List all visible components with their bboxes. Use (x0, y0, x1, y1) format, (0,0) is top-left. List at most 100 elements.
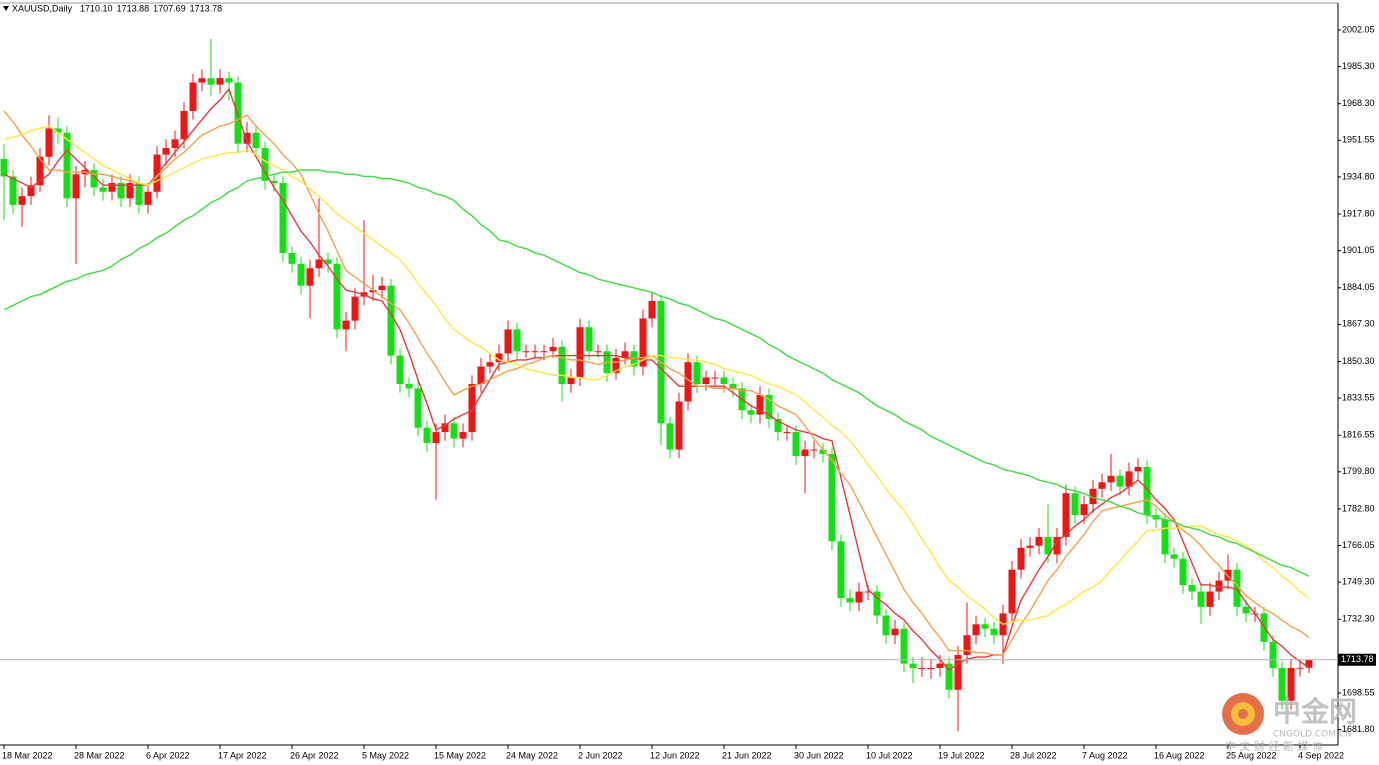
candle-body (1287, 667, 1295, 701)
y-tick-label: 1766.05 (1342, 540, 1375, 550)
candle-body (171, 139, 179, 149)
watermark-slogan: 中 文 财 经 新 媒 体 (1225, 739, 1323, 753)
candle-body (243, 132, 251, 144)
logo-core (1238, 709, 1248, 719)
candle-body (639, 318, 647, 367)
candle-body (900, 628, 908, 664)
y-tick-label: 1782.80 (1342, 503, 1375, 513)
candle-body (324, 259, 332, 264)
candle-body (1080, 504, 1088, 516)
x-tick-label: 6 Apr 2022 (146, 750, 190, 760)
candle-body (549, 346, 557, 352)
candle-body (963, 635, 971, 655)
candle-body (297, 263, 305, 286)
candle-body (819, 449, 827, 454)
candle-body (459, 432, 467, 439)
candle-body (936, 663, 944, 668)
candle-body (1044, 536, 1052, 555)
x-tick-label: 28 Mar 2022 (74, 750, 125, 760)
candle-body (1026, 545, 1034, 548)
candle-body (855, 591, 863, 603)
candle-body (702, 377, 710, 385)
y-tick-label: 1833.55 (1342, 392, 1375, 402)
candle-body (126, 183, 134, 199)
ma-line (3, 87, 1310, 672)
price-tag (1338, 653, 1376, 666)
x-tick-label: 4 Sep 2022 (1298, 750, 1344, 760)
candle-body (342, 320, 350, 330)
y-tick-label: 1901.05 (1342, 245, 1375, 255)
candle-body (279, 183, 287, 253)
ohlc-value: 1713.78 (190, 3, 223, 13)
candle-body (783, 432, 791, 434)
candle-body (1098, 482, 1106, 489)
candle-body (378, 285, 386, 291)
x-tick-label: 24 May 2022 (506, 750, 558, 760)
candle-body (1242, 606, 1250, 614)
candle-body (63, 132, 71, 199)
candle-body (540, 351, 548, 353)
candle-body (810, 449, 818, 451)
candle-body (387, 285, 395, 356)
candle-body (1053, 536, 1061, 555)
candle-body (567, 377, 575, 385)
candle-body (954, 654, 962, 690)
x-tick-label: 18 Mar 2022 (2, 750, 53, 760)
candle-body (450, 423, 458, 439)
candle-body (558, 346, 566, 385)
candle-body (612, 357, 620, 374)
candle-body (225, 78, 233, 83)
candle-body (792, 432, 800, 457)
candle-body (1305, 659, 1313, 668)
candle-body (45, 128, 53, 157)
candle-body (720, 377, 728, 385)
candle-body (621, 351, 629, 358)
candle-body (1071, 493, 1079, 516)
candle-body (891, 628, 899, 636)
candle-body (486, 362, 494, 367)
x-tick-label: 17 Apr 2022 (218, 750, 267, 760)
candle-body (504, 329, 512, 354)
x-tick-label: 7 Aug 2022 (1082, 750, 1128, 760)
candle-body (873, 591, 881, 616)
candle-body (207, 78, 215, 85)
candle-body (198, 78, 206, 83)
candle-body (1188, 584, 1196, 592)
ma-line (3, 169, 1310, 577)
candle-body (666, 423, 674, 450)
candle-body (189, 82, 197, 111)
candle-body (972, 624, 980, 636)
candle-body (918, 667, 926, 669)
candle-body (1035, 536, 1043, 546)
candle-body (1233, 569, 1241, 607)
candle-body (396, 355, 404, 385)
y-tick-label: 1968.30 (1342, 98, 1375, 108)
candle-body (333, 263, 341, 330)
y-tick-label: 1867.30 (1342, 319, 1375, 329)
x-tick-label: 5 May 2022 (362, 750, 409, 760)
candle-body (747, 410, 755, 415)
candle-body (1170, 554, 1178, 559)
y-tick-label: 1985.30 (1342, 61, 1375, 71)
candle-body (765, 394, 773, 419)
candle-body (405, 384, 413, 389)
candle-body (513, 329, 521, 352)
candle-body (729, 384, 737, 389)
candle-body (432, 432, 440, 443)
y-tick-label: 1732.30 (1342, 614, 1375, 624)
candle-body (0, 158, 8, 177)
candle-body (675, 401, 683, 450)
candle-body (216, 78, 224, 85)
candle-body (90, 169, 98, 188)
candle-body (414, 388, 422, 428)
ohlc-value: 1710.10 (80, 3, 113, 13)
x-tick-label: 25 Aug 2022 (1226, 750, 1277, 760)
candle-body (756, 394, 764, 415)
ma-line (3, 110, 1310, 656)
y-tick-label: 1934.80 (1342, 171, 1375, 181)
x-tick-label: 10 Jul 2022 (866, 750, 913, 760)
candle-body (1125, 471, 1133, 487)
candle-body (9, 176, 17, 205)
candle-body (648, 300, 656, 319)
candle-body (1089, 488, 1097, 505)
